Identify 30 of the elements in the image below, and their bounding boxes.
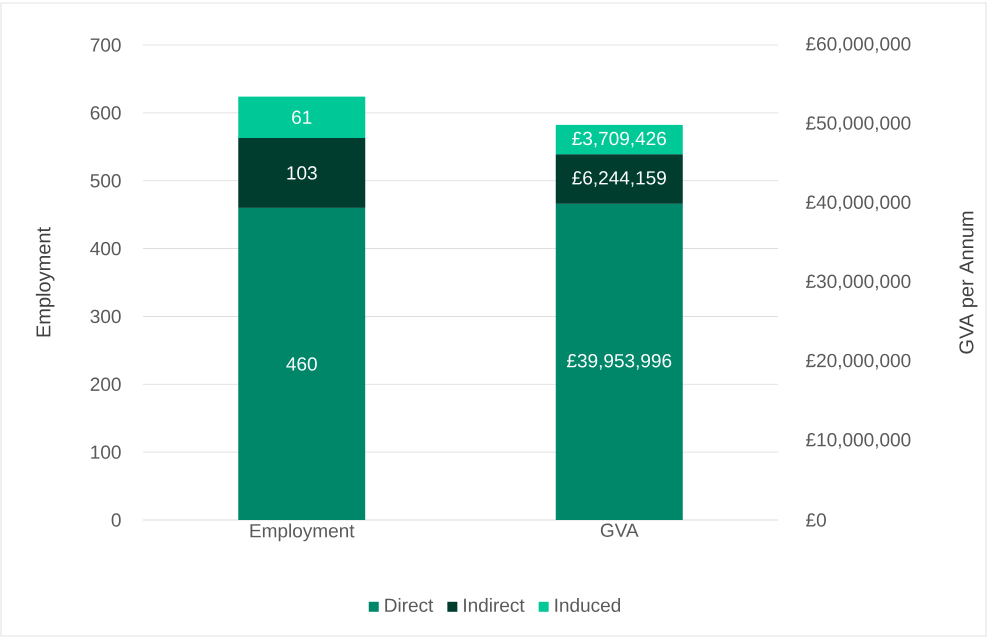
x-tick-label: GVA bbox=[600, 524, 639, 537]
y-tick-label: 700 bbox=[90, 38, 121, 52]
bar bbox=[238, 96, 366, 138]
legend-label: Direct bbox=[385, 598, 434, 612]
bar bbox=[238, 138, 366, 208]
y2-tick-label: £0 bbox=[806, 513, 826, 527]
y2-tick-label: £20,000,000 bbox=[806, 354, 910, 370]
y-tick-label: 200 bbox=[90, 378, 121, 392]
y-tick-label: 600 bbox=[90, 106, 121, 120]
y2-tick-label: £40,000,000 bbox=[806, 195, 910, 212]
y2-tick-label: £60,000,000 bbox=[806, 37, 910, 53]
y2-tick-label: £10,000,000 bbox=[806, 432, 910, 449]
y2-tick-label: £30,000,000 bbox=[806, 274, 910, 290]
data-label: 61 bbox=[292, 110, 312, 124]
data-label: 460 bbox=[286, 357, 317, 371]
y2-tick-label: £50,000,000 bbox=[806, 116, 910, 132]
data-label: £39,953,996 bbox=[566, 354, 672, 370]
y-axis-title: Employment bbox=[36, 227, 54, 336]
y2-axis-title: GVA per Annum bbox=[959, 212, 978, 354]
y-tick-label: 400 bbox=[90, 242, 121, 256]
y-tick-label: 100 bbox=[91, 445, 121, 459]
y-tick-label: 0 bbox=[112, 513, 121, 527]
y-tick-label: 500 bbox=[90, 174, 121, 188]
bar bbox=[238, 208, 366, 520]
data-label: £3,709,426 bbox=[572, 132, 666, 148]
legend-label: Indirect bbox=[464, 598, 525, 612]
data-label: £6,244,159 bbox=[572, 171, 666, 187]
data-label: 103 bbox=[287, 166, 317, 180]
legend-label: Induced bbox=[555, 598, 620, 612]
y-tick-label: 300 bbox=[90, 310, 121, 324]
